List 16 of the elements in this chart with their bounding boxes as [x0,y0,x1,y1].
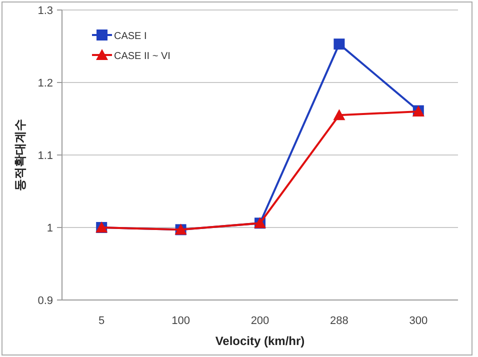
x-tick-label: 288 [330,315,348,327]
legend-label: CASE II ~ VI [114,51,170,62]
legend-label: CASE I [114,31,147,42]
y-axis-title: 동적확대계수 [13,119,27,191]
x-tick-label: 300 [409,315,428,327]
point [334,38,345,50]
x-axis-title: Velocity (km/hr) [215,334,305,348]
x-tick-label: 5 [98,315,105,327]
x-tick-label: 200 [250,315,270,327]
y-tick-label: 1.2 [38,78,53,90]
y-tick-label: 1.1 [38,150,53,162]
x-tick-label: 100 [172,315,190,327]
y-tick-label: 0.9 [38,295,53,307]
y-tick-label: 1.3 [38,5,53,17]
y-tick-label: 1 [46,222,53,234]
point [333,109,346,120]
